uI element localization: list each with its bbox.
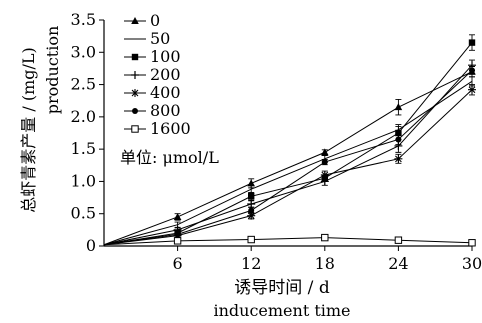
y-tick-label: 2.5 — [71, 75, 96, 94]
y-tick-label: 0.5 — [71, 204, 96, 223]
marker-circle — [248, 207, 255, 214]
marker-square — [131, 53, 139, 61]
series-line — [103, 237, 473, 246]
legend-item-400: 400 — [124, 83, 181, 102]
series-line — [103, 89, 473, 246]
marker-asterisk — [320, 170, 329, 179]
y-tick-label: 3.0 — [71, 42, 96, 61]
axes: 0 0.5 1.0 1.5 2.0 2.5 3.0 3.5 6 12 18 24 30 — [71, 10, 482, 273]
series-line — [103, 80, 473, 246]
marker-triangle — [321, 148, 329, 156]
marker-circle — [132, 108, 138, 114]
legend-label: 1600 — [150, 119, 191, 138]
marker-plus — [131, 71, 139, 79]
y-tick-label: 1.5 — [71, 139, 96, 158]
series-0 — [103, 66, 476, 246]
y-axis-label-en: production — [43, 26, 62, 115]
legend-item-50: 50 — [124, 29, 170, 48]
marker-open-square — [247, 235, 255, 244]
marker-plus — [247, 200, 256, 209]
series-line — [103, 71, 473, 246]
marker-asterisk — [131, 89, 139, 97]
y-tick-label: 3.5 — [71, 10, 96, 29]
legend-label: 100 — [150, 47, 181, 66]
marker-open-square — [394, 236, 403, 244]
marker-triangle — [394, 103, 403, 111]
y-tick-label: 0 — [86, 236, 96, 255]
series-800 — [103, 66, 475, 246]
series-line — [103, 64, 473, 246]
series-layer — [103, 34, 476, 247]
legend-item-800: 800 — [124, 101, 181, 120]
legend-label: 50 — [150, 29, 170, 48]
marker-circle — [395, 136, 402, 143]
legend-item-0: 0 — [124, 11, 160, 30]
marker-triangle — [173, 212, 182, 220]
y-tick-label: 2.0 — [71, 107, 96, 126]
marker-open-square — [173, 237, 182, 245]
marker-open-square — [468, 239, 476, 247]
marker-square — [468, 39, 476, 46]
legend-label: 400 — [150, 83, 181, 102]
legend-item-200: 200 — [124, 65, 181, 84]
series-line — [103, 70, 473, 246]
marker-asterisk — [394, 154, 403, 163]
marker-asterisk — [247, 211, 256, 220]
marker-open-square — [131, 125, 139, 133]
legend-label: 200 — [150, 65, 181, 84]
marker-square — [395, 129, 402, 137]
x-tick-label: 30 — [462, 254, 482, 273]
error-bar — [248, 184, 255, 194]
marker-triangle — [131, 17, 139, 24]
legend-label: 0 — [150, 11, 160, 30]
legend-item-1600: 1600 — [124, 119, 191, 138]
marker-triangle — [247, 179, 255, 187]
y-tick-label: 1.0 — [71, 171, 96, 190]
marker-circle — [321, 159, 328, 166]
x-tick-label: 6 — [173, 254, 183, 273]
y-axis-label: 总虾青素产量 / (mg/L) — [19, 47, 38, 212]
series-200 — [103, 59, 476, 246]
x-axis-label: 诱导时间 / d — [234, 278, 330, 298]
x-tick-label: 18 — [315, 254, 335, 273]
marker-circle — [174, 231, 181, 238]
x-tick-label: 12 — [241, 254, 261, 273]
legend-item-100: 100 — [124, 47, 181, 66]
marker-open-square — [321, 233, 329, 242]
x-axis-label-en: inducement time — [213, 301, 350, 320]
marker-square — [248, 193, 255, 200]
marker-asterisk — [468, 85, 476, 94]
series-line — [103, 42, 473, 246]
legend-label: 800 — [150, 101, 181, 120]
x-tick-label: 24 — [388, 254, 408, 273]
marker-circle — [469, 67, 475, 74]
series-1600 — [103, 233, 476, 247]
legend-unit: 单位: μmol/L — [120, 148, 219, 167]
